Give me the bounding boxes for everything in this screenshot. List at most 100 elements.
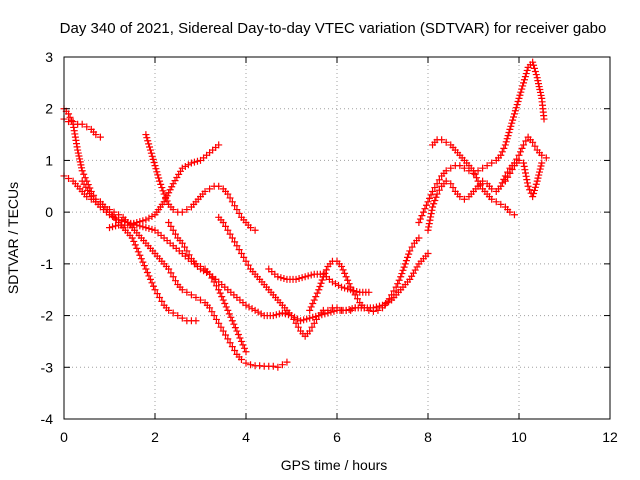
data-point-marker [415,234,423,242]
data-point-marker [78,120,86,128]
data-point-marker [471,170,479,178]
data-point-marker [145,214,153,222]
data-point-marker [142,224,150,232]
data-point-marker [92,131,100,139]
data-point-marker [183,288,191,296]
data-point-marker [402,257,410,265]
data-point-marker [183,206,191,214]
data-point-marker [526,186,534,194]
data-point-marker [203,268,211,276]
x-tick-label: 10 [511,429,527,445]
data-point-marker [530,64,538,72]
data-point-marker [143,134,151,142]
data-point-marker [300,316,308,324]
data-point-marker [506,208,514,216]
data-point-marker [148,152,156,160]
data-point-marker [316,282,324,290]
data-point-marker [127,220,135,228]
data-point-marker [212,282,220,290]
data-point-marker [535,168,543,176]
data-point-marker [522,70,530,78]
data-point-marker [306,327,314,335]
data-point-marker [523,179,531,187]
data-point-marker [159,187,167,195]
data-point-marker [385,298,393,306]
data-point-marker [106,211,113,219]
data-point-marker [431,197,439,205]
data-point-marker [208,274,216,282]
data-point-marker [149,282,157,290]
data-point-marker [152,165,160,173]
data-point-marker [133,244,141,252]
data-point-marker [310,319,318,327]
data-point-marker [430,200,438,208]
data-point-marker [294,323,302,331]
data-point-marker [227,313,235,321]
data-point-marker [427,191,435,199]
data-point-marker [206,304,214,312]
data-point-marker [531,142,539,150]
data-point-marker [400,263,408,271]
data-point-marker [351,291,359,299]
series-12 [424,133,550,234]
data-point-marker [231,324,239,332]
data-point-marker [208,308,216,316]
series-2 [60,105,200,325]
x-tick-label: 6 [333,429,341,445]
data-point-marker [479,164,487,172]
series-5 [106,141,223,232]
data-point-marker [510,211,518,219]
data-point-marker [318,311,326,319]
data-point-marker [74,146,82,154]
y-tick-label: -1 [41,256,54,272]
data-point-marker [175,170,183,178]
data-point-marker [447,180,455,188]
data-point-marker [142,131,150,139]
data-point-marker [280,275,288,283]
data-point-marker [190,158,198,166]
data-point-marker [520,159,528,167]
y-axis-label: SDTVAR / TECUs [5,182,21,294]
data-point-marker [274,363,282,371]
data-point-marker [338,262,346,270]
data-point-marker [301,273,309,281]
data-point-marker [535,171,543,179]
data-point-marker [165,218,173,226]
data-point-marker [234,331,242,339]
series-9 [306,234,423,315]
series-6 [142,131,259,234]
data-point-marker [197,296,204,304]
data-point-marker [501,141,509,149]
data-point-marker [137,255,145,263]
data-point-marker [533,74,541,82]
data-point-marker [181,243,189,251]
data-point-marker [231,202,239,210]
data-point-marker [349,287,357,295]
data-point-marker [215,182,223,190]
x-tick-label: 2 [151,429,159,445]
data-point-marker [74,149,82,157]
data-point-marker [178,286,186,294]
y-tick-label: 0 [45,204,53,220]
data-point-marker [174,312,182,320]
data-point-marker [529,58,537,66]
x-tick-label: 4 [242,429,250,445]
data-point-marker [532,180,540,188]
data-point-marker [506,169,514,177]
y-tick-label: 2 [45,101,53,117]
x-tick-label: 12 [602,429,618,445]
data-point-marker [447,164,455,172]
data-point-marker [520,79,528,87]
data-point-marker [192,260,200,268]
data-point-marker [523,176,531,184]
data-point-marker [148,212,156,220]
data-point-marker [497,182,505,190]
data-point-marker [78,164,86,172]
data-point-marker [187,159,195,167]
data-point-marker [401,260,409,268]
data-point-marker [315,286,323,294]
data-point-marker [505,129,513,137]
data-point-marker [303,315,311,323]
data-point-marker [242,301,250,309]
data-point-marker [162,193,170,201]
